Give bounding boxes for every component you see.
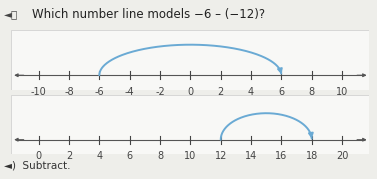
Text: -6: -6 [95, 87, 104, 97]
Text: 16: 16 [275, 151, 288, 161]
FancyBboxPatch shape [11, 30, 369, 90]
Text: 8: 8 [157, 151, 163, 161]
Text: 8: 8 [309, 87, 315, 97]
Text: 20: 20 [336, 151, 348, 161]
Text: -2: -2 [155, 87, 165, 97]
FancyBboxPatch shape [11, 95, 369, 154]
Text: -10: -10 [31, 87, 46, 97]
Text: 2: 2 [218, 87, 224, 97]
Text: ◄)  Subtract.: ◄) Subtract. [4, 160, 70, 170]
Text: 2: 2 [66, 151, 72, 161]
Text: 6: 6 [127, 151, 133, 161]
Text: 12: 12 [215, 151, 227, 161]
Text: Which number line models −6 – (−12)?: Which number line models −6 – (−12)? [32, 8, 265, 21]
Text: 14: 14 [245, 151, 257, 161]
Text: 10: 10 [336, 87, 348, 97]
Text: 0: 0 [35, 151, 42, 161]
Text: 0: 0 [187, 87, 193, 97]
Text: ◄⧗: ◄⧗ [4, 10, 18, 20]
Text: 4: 4 [248, 87, 254, 97]
Text: -4: -4 [125, 87, 135, 97]
Text: -8: -8 [64, 87, 74, 97]
Text: 10: 10 [184, 151, 196, 161]
Text: 18: 18 [306, 151, 318, 161]
Text: 4: 4 [96, 151, 103, 161]
Text: 6: 6 [278, 87, 285, 97]
